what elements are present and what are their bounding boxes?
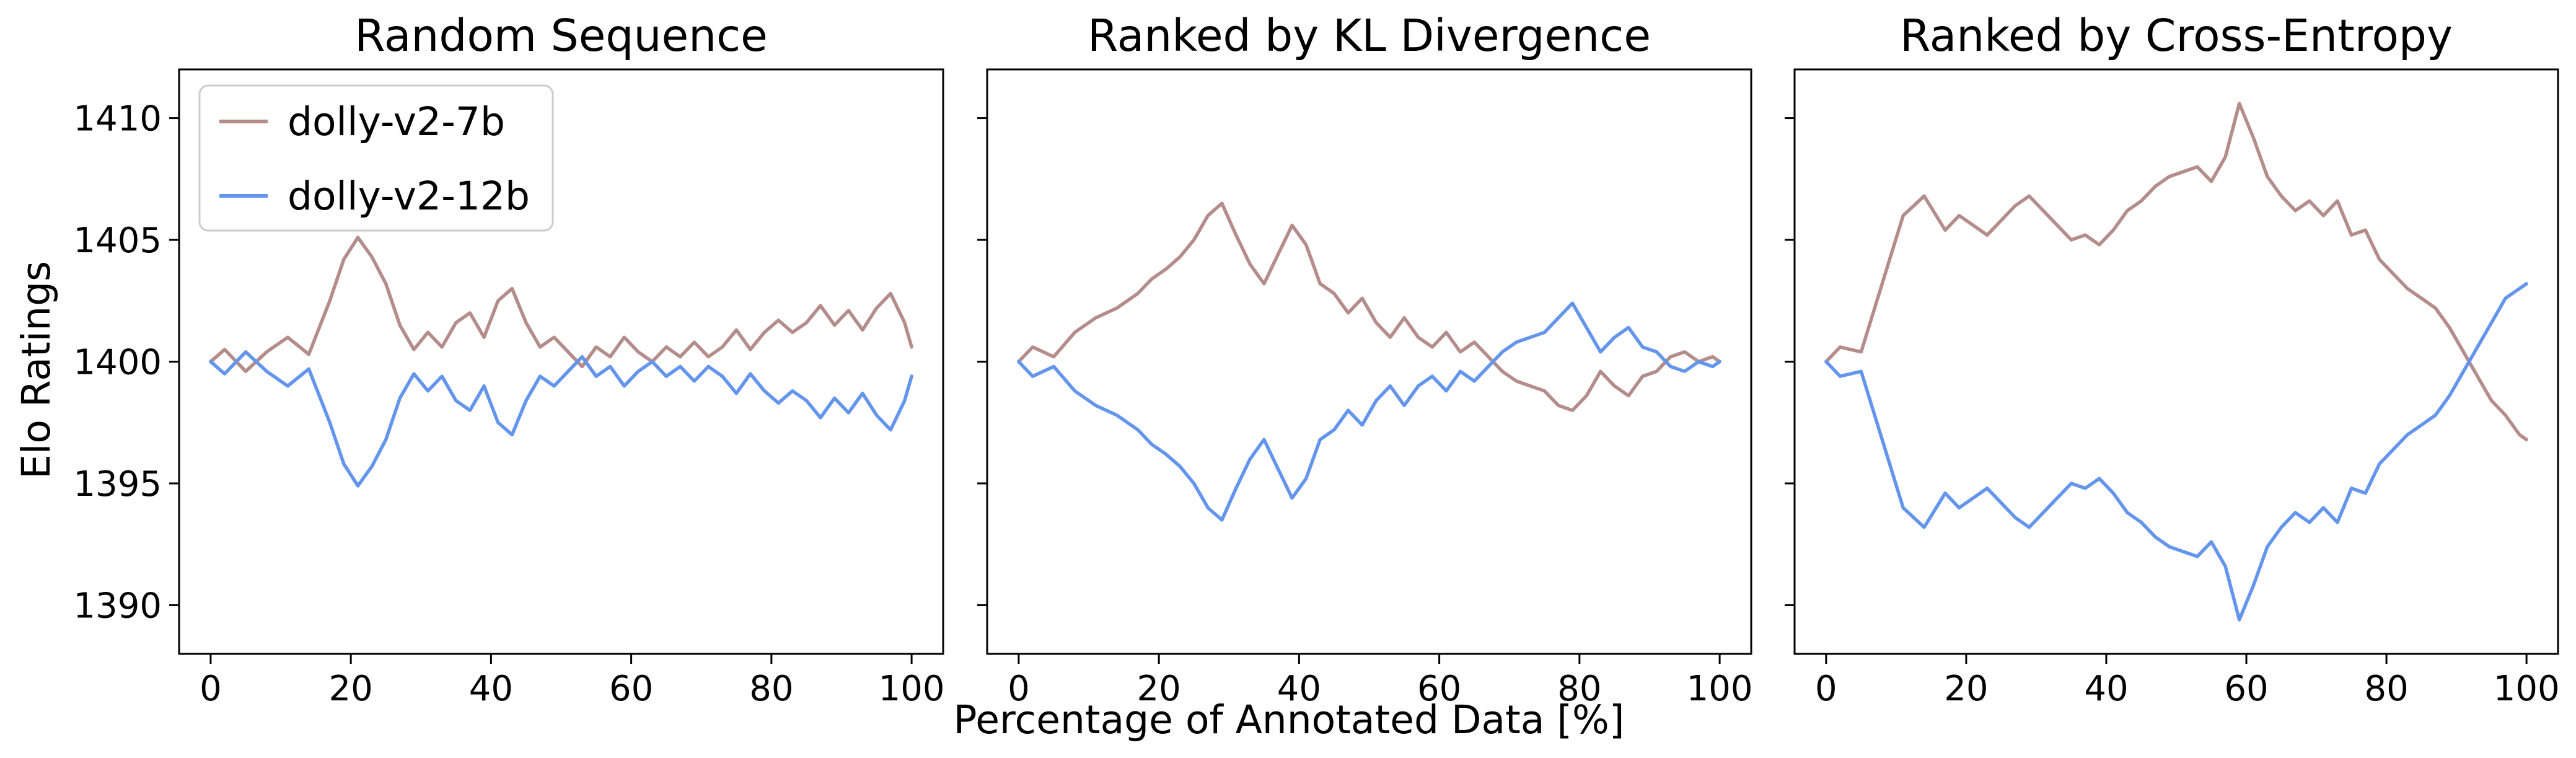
panel-2: Ranked by KL Divergence 0 20 40 60 80 100 [977, 10, 1753, 709]
x-tick-label: 80 [749, 669, 793, 709]
series-line-dolly-v2-7b [1824, 102, 2528, 441]
legend-box [198, 84, 554, 232]
x-tick-label: 100 [1687, 669, 1753, 709]
x-tick-label: 60 [1417, 669, 1461, 709]
panels: Random Sequence 0 20 40 60 80 100 1390 1395 1400 1… [73, 10, 2559, 709]
x-tick-label: 100 [879, 669, 945, 709]
y-tick-label: 1410 [73, 99, 162, 139]
panel-title: Ranked by Cross-Entropy [1900, 10, 2453, 61]
legend: dolly-v2-7b dolly-v2-12b [198, 84, 554, 232]
legend-label: dolly-v2-7b [288, 99, 505, 144]
x-tick-label: 40 [1277, 669, 1321, 709]
x-tick-label: 0 [1815, 669, 1837, 709]
x-tick-label: 40 [469, 669, 513, 709]
x-tick-label: 60 [609, 669, 653, 709]
y-tick-label: 1400 [73, 343, 162, 383]
series-line-dolly-v2-7b [1017, 201, 1721, 412]
series-line-dolly-v2-12b [1824, 282, 2528, 622]
panel-1: Random Sequence 0 20 40 60 80 100 1390 1395 1400 1… [73, 10, 944, 709]
x-tick-label: 20 [1944, 669, 1988, 709]
panel-title: Ranked by KL Divergence [1088, 10, 1651, 61]
x-axis-label: Percentage of Annotated Data [%] [954, 697, 1625, 743]
series-line-dolly-v2-12b [1017, 301, 1721, 522]
panel-3: Ranked by Cross-Entropy 0 20 40 60 80 100 [1785, 10, 2560, 709]
axes-frame [986, 68, 1752, 655]
x-tick-label: 100 [2494, 669, 2560, 709]
series-line-dolly-v2-7b [209, 236, 913, 373]
x-tick-label: 80 [1557, 669, 1601, 709]
legend-label: dolly-v2-12b [288, 174, 530, 219]
panel-title: Random Sequence [354, 10, 768, 61]
y-tick-label: 1405 [73, 221, 162, 261]
series-line-dolly-v2-12b [209, 350, 913, 488]
y-tick-label: 1390 [73, 586, 162, 626]
x-tick-label: 80 [2364, 669, 2408, 709]
x-tick-label: 0 [200, 669, 222, 709]
x-tick-label: 0 [1008, 669, 1030, 709]
x-tick-label: 40 [2084, 669, 2128, 709]
x-tick-label: 60 [2224, 669, 2268, 709]
axes-frame [1793, 68, 2559, 655]
x-tick-label: 20 [1137, 669, 1181, 709]
y-tick-label: 1395 [73, 464, 162, 505]
y-axis-label: Elo Ratings [14, 261, 59, 479]
x-tick-label: 20 [329, 669, 373, 709]
